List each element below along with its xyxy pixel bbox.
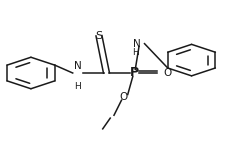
Text: P: P <box>129 66 138 80</box>
Text: H: H <box>131 48 138 57</box>
Text: O: O <box>119 92 127 102</box>
Text: N: N <box>133 39 140 49</box>
Text: S: S <box>95 31 102 41</box>
Text: O: O <box>163 68 171 78</box>
Text: H: H <box>74 82 81 91</box>
Text: N: N <box>74 61 81 71</box>
